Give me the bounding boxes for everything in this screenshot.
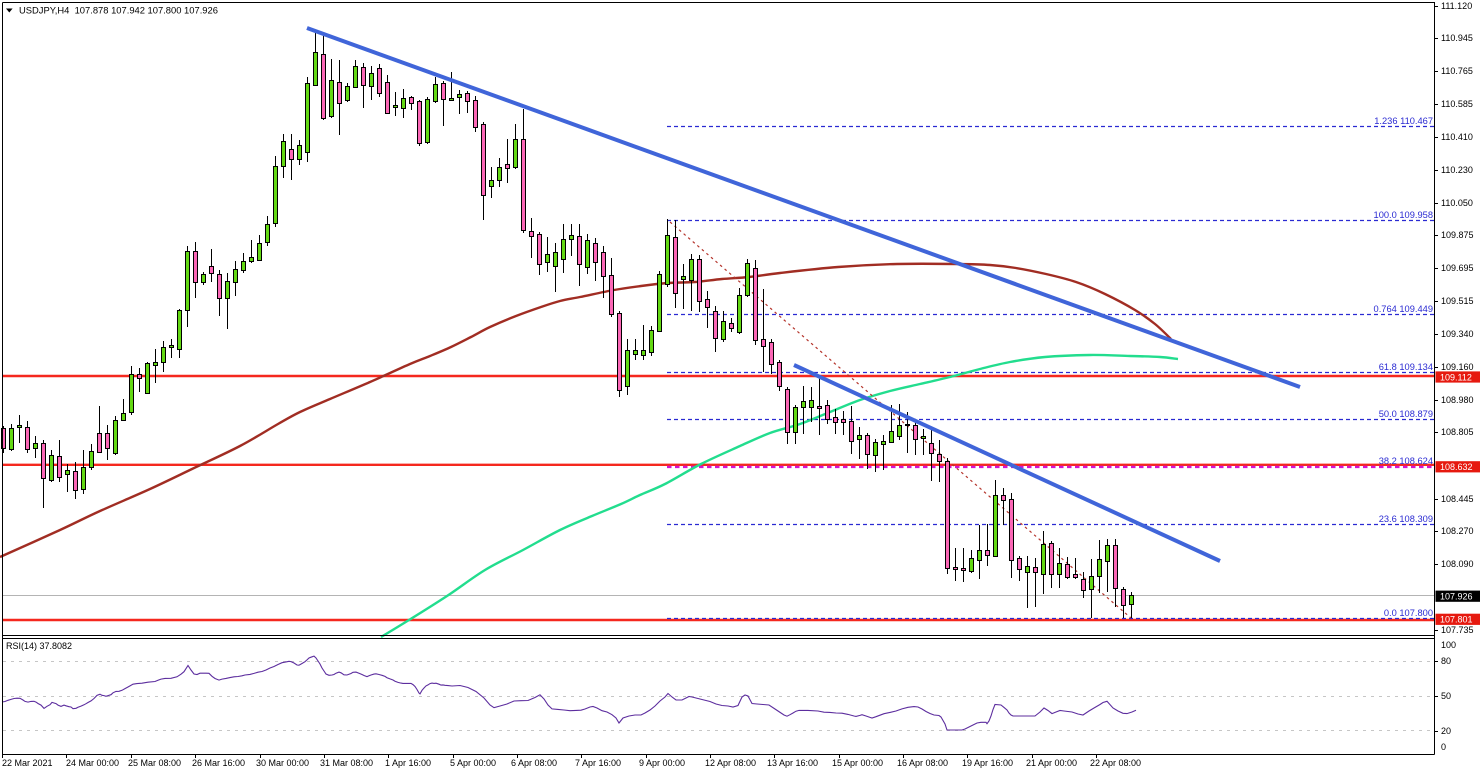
svg-text:1 Apr 16:00: 1 Apr 16:00 [385, 758, 431, 768]
svg-text:100.0 109.958: 100.0 109.958 [1374, 210, 1433, 220]
svg-text:107.735: 107.735 [1441, 625, 1474, 635]
svg-text:0.0 107.800: 0.0 107.800 [1384, 608, 1433, 618]
svg-text:38.2 108.624: 38.2 108.624 [1379, 456, 1433, 466]
svg-text:25 Mar 08:00: 25 Mar 08:00 [128, 758, 181, 768]
svg-text:108.090: 108.090 [1441, 559, 1474, 569]
svg-text:23.6 108.309: 23.6 108.309 [1379, 514, 1433, 524]
svg-text:108.270: 108.270 [1441, 526, 1474, 536]
svg-text:0: 0 [1441, 742, 1446, 752]
svg-text:111.120: 111.120 [1441, 1, 1472, 11]
svg-text:RSI(14) 37.8082: RSI(14) 37.8082 [6, 641, 72, 651]
svg-text:30 Mar 00:00: 30 Mar 00:00 [256, 758, 309, 768]
svg-text:100: 100 [1441, 640, 1456, 650]
svg-text:61.8 109.134: 61.8 109.134 [1379, 362, 1433, 372]
svg-text:110.050: 110.050 [1441, 198, 1473, 208]
svg-text:9 Apr 00:00: 9 Apr 00:00 [639, 758, 685, 768]
svg-text:110.230: 110.230 [1441, 165, 1473, 175]
svg-text:24 Mar 00:00: 24 Mar 00:00 [66, 758, 119, 768]
svg-text:108.805: 108.805 [1441, 427, 1474, 437]
svg-text:12 Apr 08:00: 12 Apr 08:00 [705, 758, 756, 768]
svg-text:109.515: 109.515 [1441, 296, 1474, 306]
svg-text:31 Mar 08:00: 31 Mar 08:00 [320, 758, 373, 768]
svg-text:USDJPY,H4 107.878 107.942 107: USDJPY,H4 107.878 107.942 107.800 107.92… [19, 5, 218, 16]
svg-text:21 Apr 00:00: 21 Apr 00:00 [1026, 758, 1077, 768]
svg-text:109.875: 109.875 [1441, 230, 1474, 240]
svg-text:5 Apr 00:00: 5 Apr 00:00 [450, 758, 496, 768]
svg-text:109.340: 109.340 [1441, 329, 1474, 339]
svg-text:1.236 110.467: 1.236 110.467 [1374, 116, 1433, 126]
svg-text:110.410: 110.410 [1441, 132, 1473, 142]
svg-text:13 Apr 16:00: 13 Apr 16:00 [767, 758, 818, 768]
svg-text:110.765: 110.765 [1441, 66, 1473, 76]
svg-text:22 Apr 08:00: 22 Apr 08:00 [1090, 758, 1141, 768]
svg-text:109.112: 109.112 [1440, 372, 1472, 382]
svg-text:80: 80 [1441, 656, 1451, 666]
svg-text:109.160: 109.160 [1441, 362, 1474, 372]
svg-text:15 Apr 00:00: 15 Apr 00:00 [832, 758, 883, 768]
svg-text:108.445: 108.445 [1441, 494, 1474, 504]
svg-text:108.632: 108.632 [1440, 462, 1473, 472]
svg-text:107.801: 107.801 [1440, 615, 1473, 625]
svg-text:16 Apr 08:00: 16 Apr 08:00 [897, 758, 948, 768]
svg-text:0.764 109.449: 0.764 109.449 [1374, 304, 1433, 314]
svg-text:19 Apr 16:00: 19 Apr 16:00 [962, 758, 1013, 768]
svg-text:50: 50 [1441, 691, 1451, 701]
svg-text:107.926: 107.926 [1440, 592, 1473, 602]
svg-text:22 Mar 2021: 22 Mar 2021 [2, 758, 53, 768]
svg-text:6 Apr 08:00: 6 Apr 08:00 [511, 758, 557, 768]
svg-text:108.980: 108.980 [1441, 395, 1474, 405]
svg-text:20: 20 [1441, 726, 1451, 736]
svg-text:109.695: 109.695 [1441, 263, 1474, 273]
svg-text:50.0 108.879: 50.0 108.879 [1379, 409, 1433, 419]
svg-text:110.945: 110.945 [1441, 33, 1473, 43]
svg-text:110.585: 110.585 [1441, 99, 1473, 109]
svg-text:7 Apr 16:00: 7 Apr 16:00 [575, 758, 621, 768]
svg-text:26 Mar 16:00: 26 Mar 16:00 [192, 758, 245, 768]
